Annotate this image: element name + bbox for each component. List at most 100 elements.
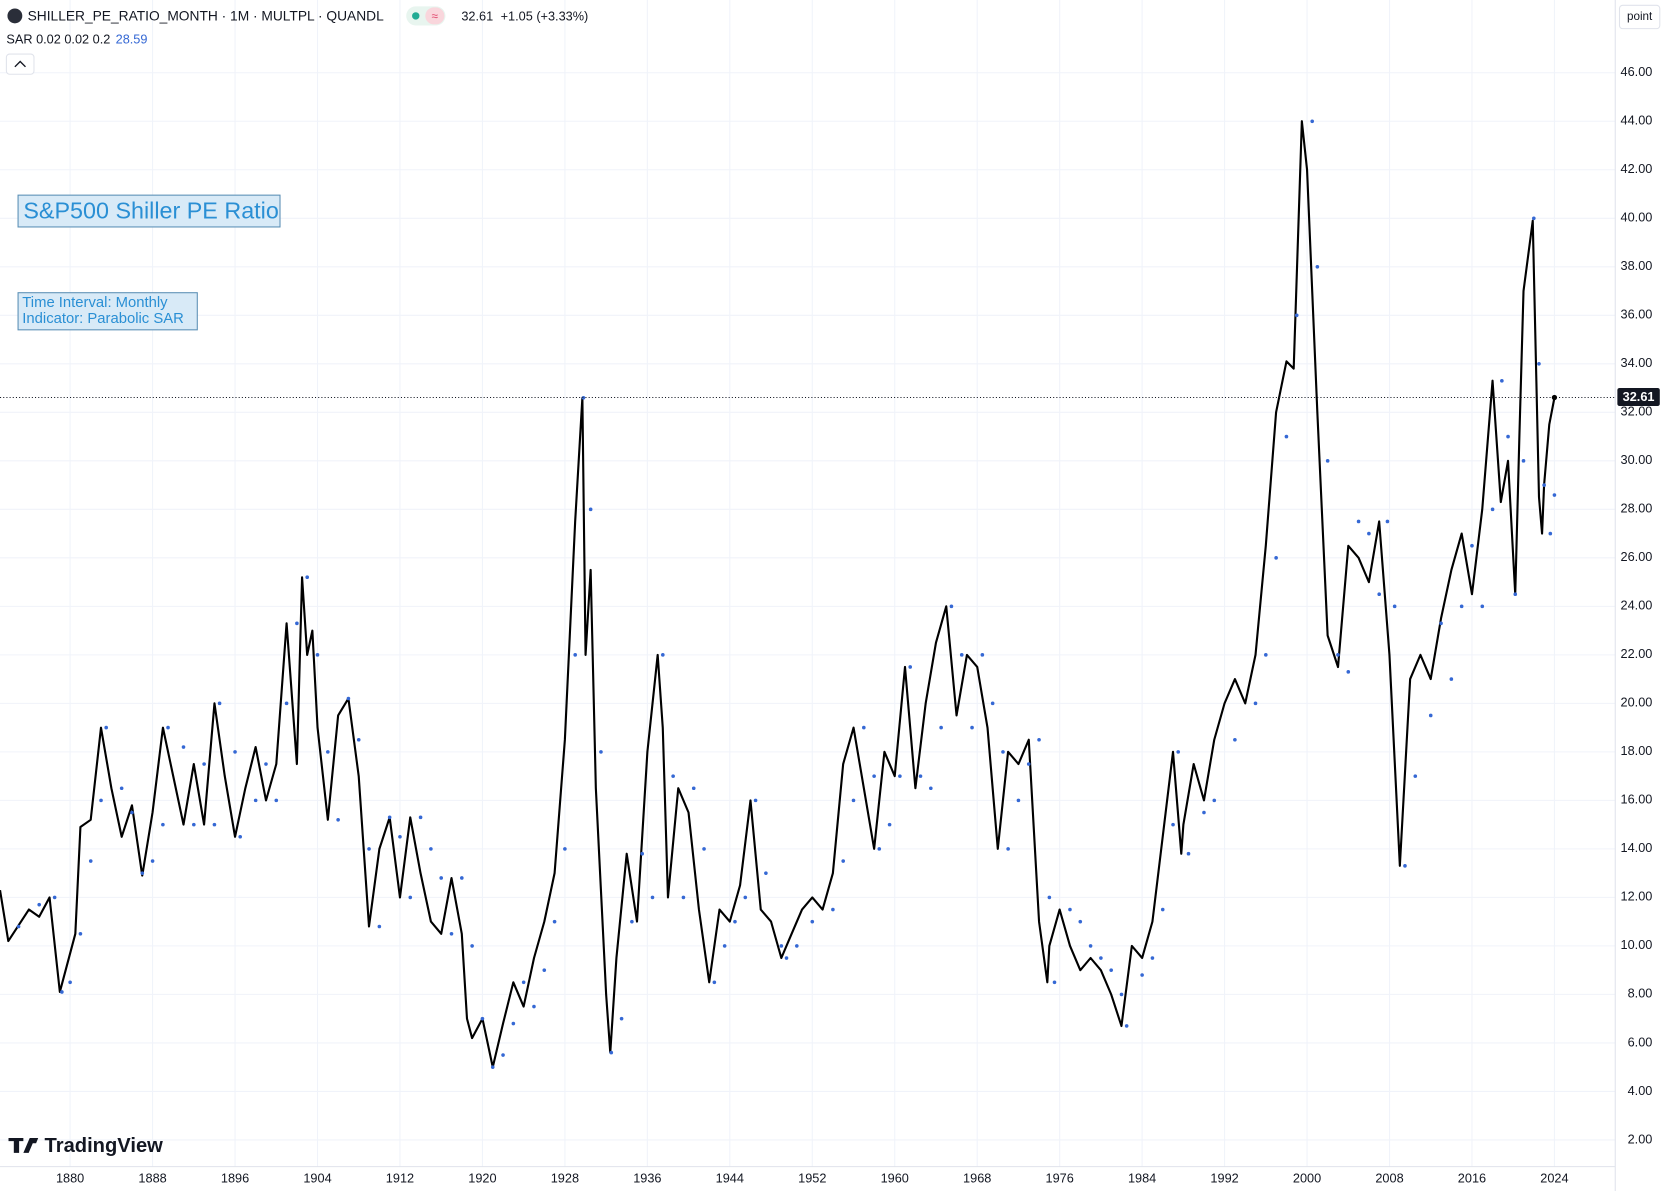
sar-dot <box>1052 980 1057 985</box>
sar-dot <box>166 725 170 730</box>
sar-dot <box>795 944 799 948</box>
sar-dot <box>1212 798 1217 803</box>
sar-dot <box>1548 531 1553 536</box>
x-tick-label: 1920 <box>468 1171 496 1186</box>
sar-dot <box>939 725 943 730</box>
sar-dot <box>1459 604 1464 609</box>
sar-dot <box>722 944 727 948</box>
sar-dot <box>810 919 815 924</box>
symbol-icon <box>7 8 23 24</box>
y-tick-label: 12.00 <box>1621 889 1653 904</box>
y-tick-label: 26.00 <box>1621 549 1653 564</box>
sar-dot <box>119 786 124 791</box>
sar-dot <box>671 774 675 778</box>
sar-dot <box>753 798 758 803</box>
sar-dot <box>563 847 567 851</box>
indicator-label: SAR 0.02 0.02 0.2 <box>6 32 110 47</box>
x-tick-label: 1984 <box>1128 1171 1156 1186</box>
x-tick-label: 1968 <box>963 1171 991 1186</box>
sar-dot <box>356 737 361 742</box>
sar-dot <box>1403 864 1407 868</box>
sar-dot <box>851 798 856 803</box>
sar-dot <box>88 859 93 863</box>
sar-dot <box>1315 264 1320 269</box>
sar-dot <box>1310 119 1315 124</box>
sar-dot <box>521 980 526 985</box>
sar-dot <box>501 1053 505 1057</box>
sar-dot <box>238 834 243 839</box>
sar-dot <box>367 847 371 851</box>
x-tick-label: 2016 <box>1458 1171 1486 1186</box>
sar-dot <box>408 895 413 900</box>
sar-dot <box>661 653 665 657</box>
sar-dot <box>779 944 784 948</box>
x-tick-label: 2000 <box>1293 1171 1321 1186</box>
sar-dot <box>150 859 155 863</box>
sar-dot <box>1537 362 1541 366</box>
collapse-button[interactable] <box>5 53 35 75</box>
sar-dot <box>898 774 902 778</box>
x-tick-label: 1904 <box>303 1171 331 1186</box>
annotation-text: Indicator: Parabolic SAR <box>22 311 184 327</box>
sar-dot <box>1542 483 1546 487</box>
sar-dot <box>104 725 108 730</box>
sar-dot <box>1284 434 1289 439</box>
sar-dot <box>1140 973 1144 977</box>
annotation-box <box>17 292 198 331</box>
sar-dot <box>37 902 41 907</box>
sar-dot <box>1521 459 1526 463</box>
sar-dot <box>16 924 21 929</box>
sar-dot <box>1385 519 1390 524</box>
sar-dot <box>1325 459 1330 463</box>
sar-dot <box>439 876 444 880</box>
sar-dot <box>511 1021 516 1026</box>
sar-dot <box>831 907 835 912</box>
sar-dot <box>1099 956 1103 960</box>
sar-dot <box>1428 713 1433 718</box>
sar-dot <box>588 507 593 512</box>
indicator-value: 28.59 <box>116 32 148 47</box>
annotation-box <box>17 194 281 228</box>
sar-dot <box>1513 592 1518 597</box>
sar-dot <box>377 924 382 929</box>
sar-dot <box>1500 378 1504 383</box>
sar-dot <box>470 944 474 948</box>
sar-dot <box>908 665 913 669</box>
y-tick-label: 30.00 <box>1621 452 1653 467</box>
sar-dot <box>1068 907 1072 912</box>
sar-dot <box>691 786 696 791</box>
sar-dot <box>346 696 351 701</box>
price-line <box>0 120 1556 1069</box>
sar-dot <box>387 815 392 820</box>
sar-dot <box>784 956 789 960</box>
scale-mode-button[interactable] <box>1618 4 1661 30</box>
sar-dot <box>1367 531 1371 536</box>
y-tick-label: 44.00 <box>1621 113 1653 128</box>
sar-dot <box>1150 956 1155 960</box>
sar-dot <box>862 725 866 730</box>
sar-dot <box>949 604 954 609</box>
sar-dot <box>264 762 268 766</box>
x-tick-label: 1936 <box>633 1171 661 1186</box>
y-tick-label: 38.00 <box>1621 258 1653 273</box>
sar-dot <box>609 1050 614 1055</box>
last-price-label: 32.61 <box>1623 389 1655 404</box>
sar-dot <box>1006 847 1010 851</box>
sar-dot <box>305 575 310 580</box>
y-tick-label: 10.00 <box>1621 937 1653 952</box>
last-price-box <box>1617 387 1660 407</box>
y-tick-label: 22.00 <box>1621 646 1653 661</box>
sar-dot <box>274 798 279 803</box>
sar-dot <box>418 815 423 820</box>
delay-icon: ≈ <box>432 10 439 23</box>
sar-dot <box>1532 216 1536 221</box>
sar-dot <box>1490 507 1495 512</box>
y-tick-label: 14.00 <box>1621 840 1653 855</box>
sar-dot <box>449 931 454 936</box>
sar-dot <box>702 847 706 851</box>
sar-dot <box>1274 556 1278 560</box>
sar-dot <box>1016 798 1021 803</box>
sar-dot <box>130 810 134 815</box>
x-tick-label: 2008 <box>1375 1171 1403 1186</box>
sar-dot <box>1506 434 1510 439</box>
